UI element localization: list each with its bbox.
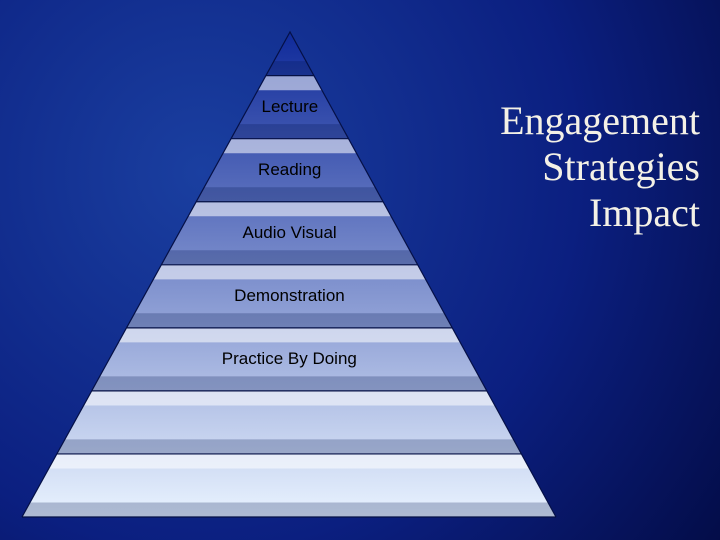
title-line-2: Impact	[500, 190, 700, 236]
pyramid-label-0: Lecture	[261, 97, 318, 117]
slide-canvas: EngagementStrategiesImpact Lecture Readin…	[0, 0, 720, 540]
pyramid-label-3: Demonstration	[234, 286, 345, 306]
title-line-0: Engagement	[500, 98, 700, 144]
pyramid-label-2: Audio Visual	[242, 223, 336, 243]
title-line-1: Strategies	[500, 144, 700, 190]
pyramid-label-1: Reading	[258, 160, 321, 180]
pyramid-label-4: Practice By Doing	[222, 349, 357, 369]
slide-title: EngagementStrategiesImpact	[500, 98, 700, 236]
background	[0, 0, 720, 540]
